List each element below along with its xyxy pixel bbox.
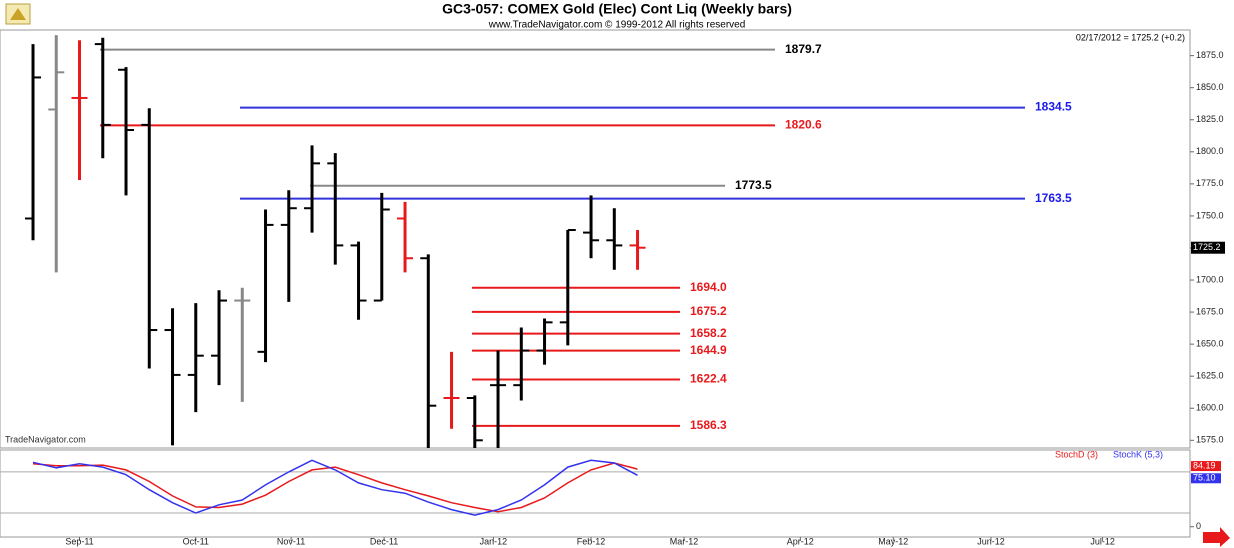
x-tick-label: Jun-12	[977, 536, 1005, 546]
legend-entry: StochK (5,3)	[1113, 449, 1163, 459]
y-tick-label: 1700.0	[1196, 274, 1224, 284]
stoch-panel	[0, 449, 1191, 538]
y-tick-label: 1650.0	[1196, 339, 1224, 349]
y-tick-label: 1750.0	[1196, 210, 1224, 220]
last-value-tag	[1191, 461, 1221, 472]
x-tick-label: Sep-11	[65, 536, 93, 546]
level-label: 1694.0	[690, 280, 727, 294]
y-tick-label: 1850.0	[1196, 82, 1224, 92]
stoch-line	[32, 462, 638, 513]
level-label: 1763.5	[1035, 191, 1072, 205]
legend-entry: StochD (3)	[1055, 449, 1098, 459]
watermark: TradeNavigator.com	[5, 434, 86, 444]
level-label: 1675.2	[690, 304, 727, 318]
level-label: 1586.3	[690, 418, 727, 432]
last-value-label: 84.19	[1193, 460, 1216, 470]
level-label: 1834.5	[1035, 100, 1072, 114]
x-tick-label: Nov-11	[277, 536, 305, 546]
y-tick-label: 1575.0	[1196, 435, 1224, 445]
stoch-line	[32, 459, 638, 516]
y-tick-label: 1825.0	[1196, 114, 1224, 124]
level-label: 1644.9	[690, 343, 727, 357]
x-tick-label: Oct-11	[183, 536, 209, 546]
x-tick-label: Feb-12	[577, 536, 606, 546]
level-label: 1879.7	[785, 42, 822, 56]
price-panel	[0, 29, 1191, 449]
x-tick-label: Mar-12	[670, 536, 699, 546]
x-tick-label: Jul-12	[1090, 536, 1115, 546]
y-tick-label: 1775.0	[1196, 178, 1224, 188]
last-value-label: 75.10	[1193, 473, 1216, 483]
last-price-tag	[1191, 241, 1225, 254]
x-tick-label: Jan-12	[480, 536, 508, 546]
last-value-tag	[1191, 473, 1221, 484]
last-price-label: 1725.2	[1193, 242, 1221, 252]
level-label: 1658.2	[690, 326, 727, 340]
quote: 02/17/2012 = 1725.2 (+0.2)	[1076, 32, 1185, 42]
x-tick-label: May-12	[878, 536, 908, 546]
level-label: 1773.5	[735, 178, 772, 192]
y-tick-label: 1600.0	[1196, 403, 1224, 413]
chart-subtitle: www.TradeNavigator.com © 1999-2012 All r…	[488, 20, 746, 31]
chart-title: GC3-057: COMEX Gold (Elec) Cont Liq (Wee…	[442, 1, 792, 17]
logo	[5, 3, 31, 25]
y-tick-label: 0	[1196, 521, 1201, 531]
x-tick-label: Apr-12	[787, 536, 814, 546]
y-tick-label: 1800.0	[1196, 146, 1224, 156]
level-label: 1820.6	[785, 118, 822, 132]
y-tick-label: 1675.0	[1196, 306, 1224, 316]
x-tick-label: Dec-11	[370, 536, 398, 546]
scroll-arrow[interactable]	[1203, 527, 1230, 547]
y-tick-label: 1875.0	[1196, 50, 1224, 60]
level-label: 1622.4	[690, 372, 727, 386]
y-tick-label: 1625.0	[1196, 371, 1224, 381]
